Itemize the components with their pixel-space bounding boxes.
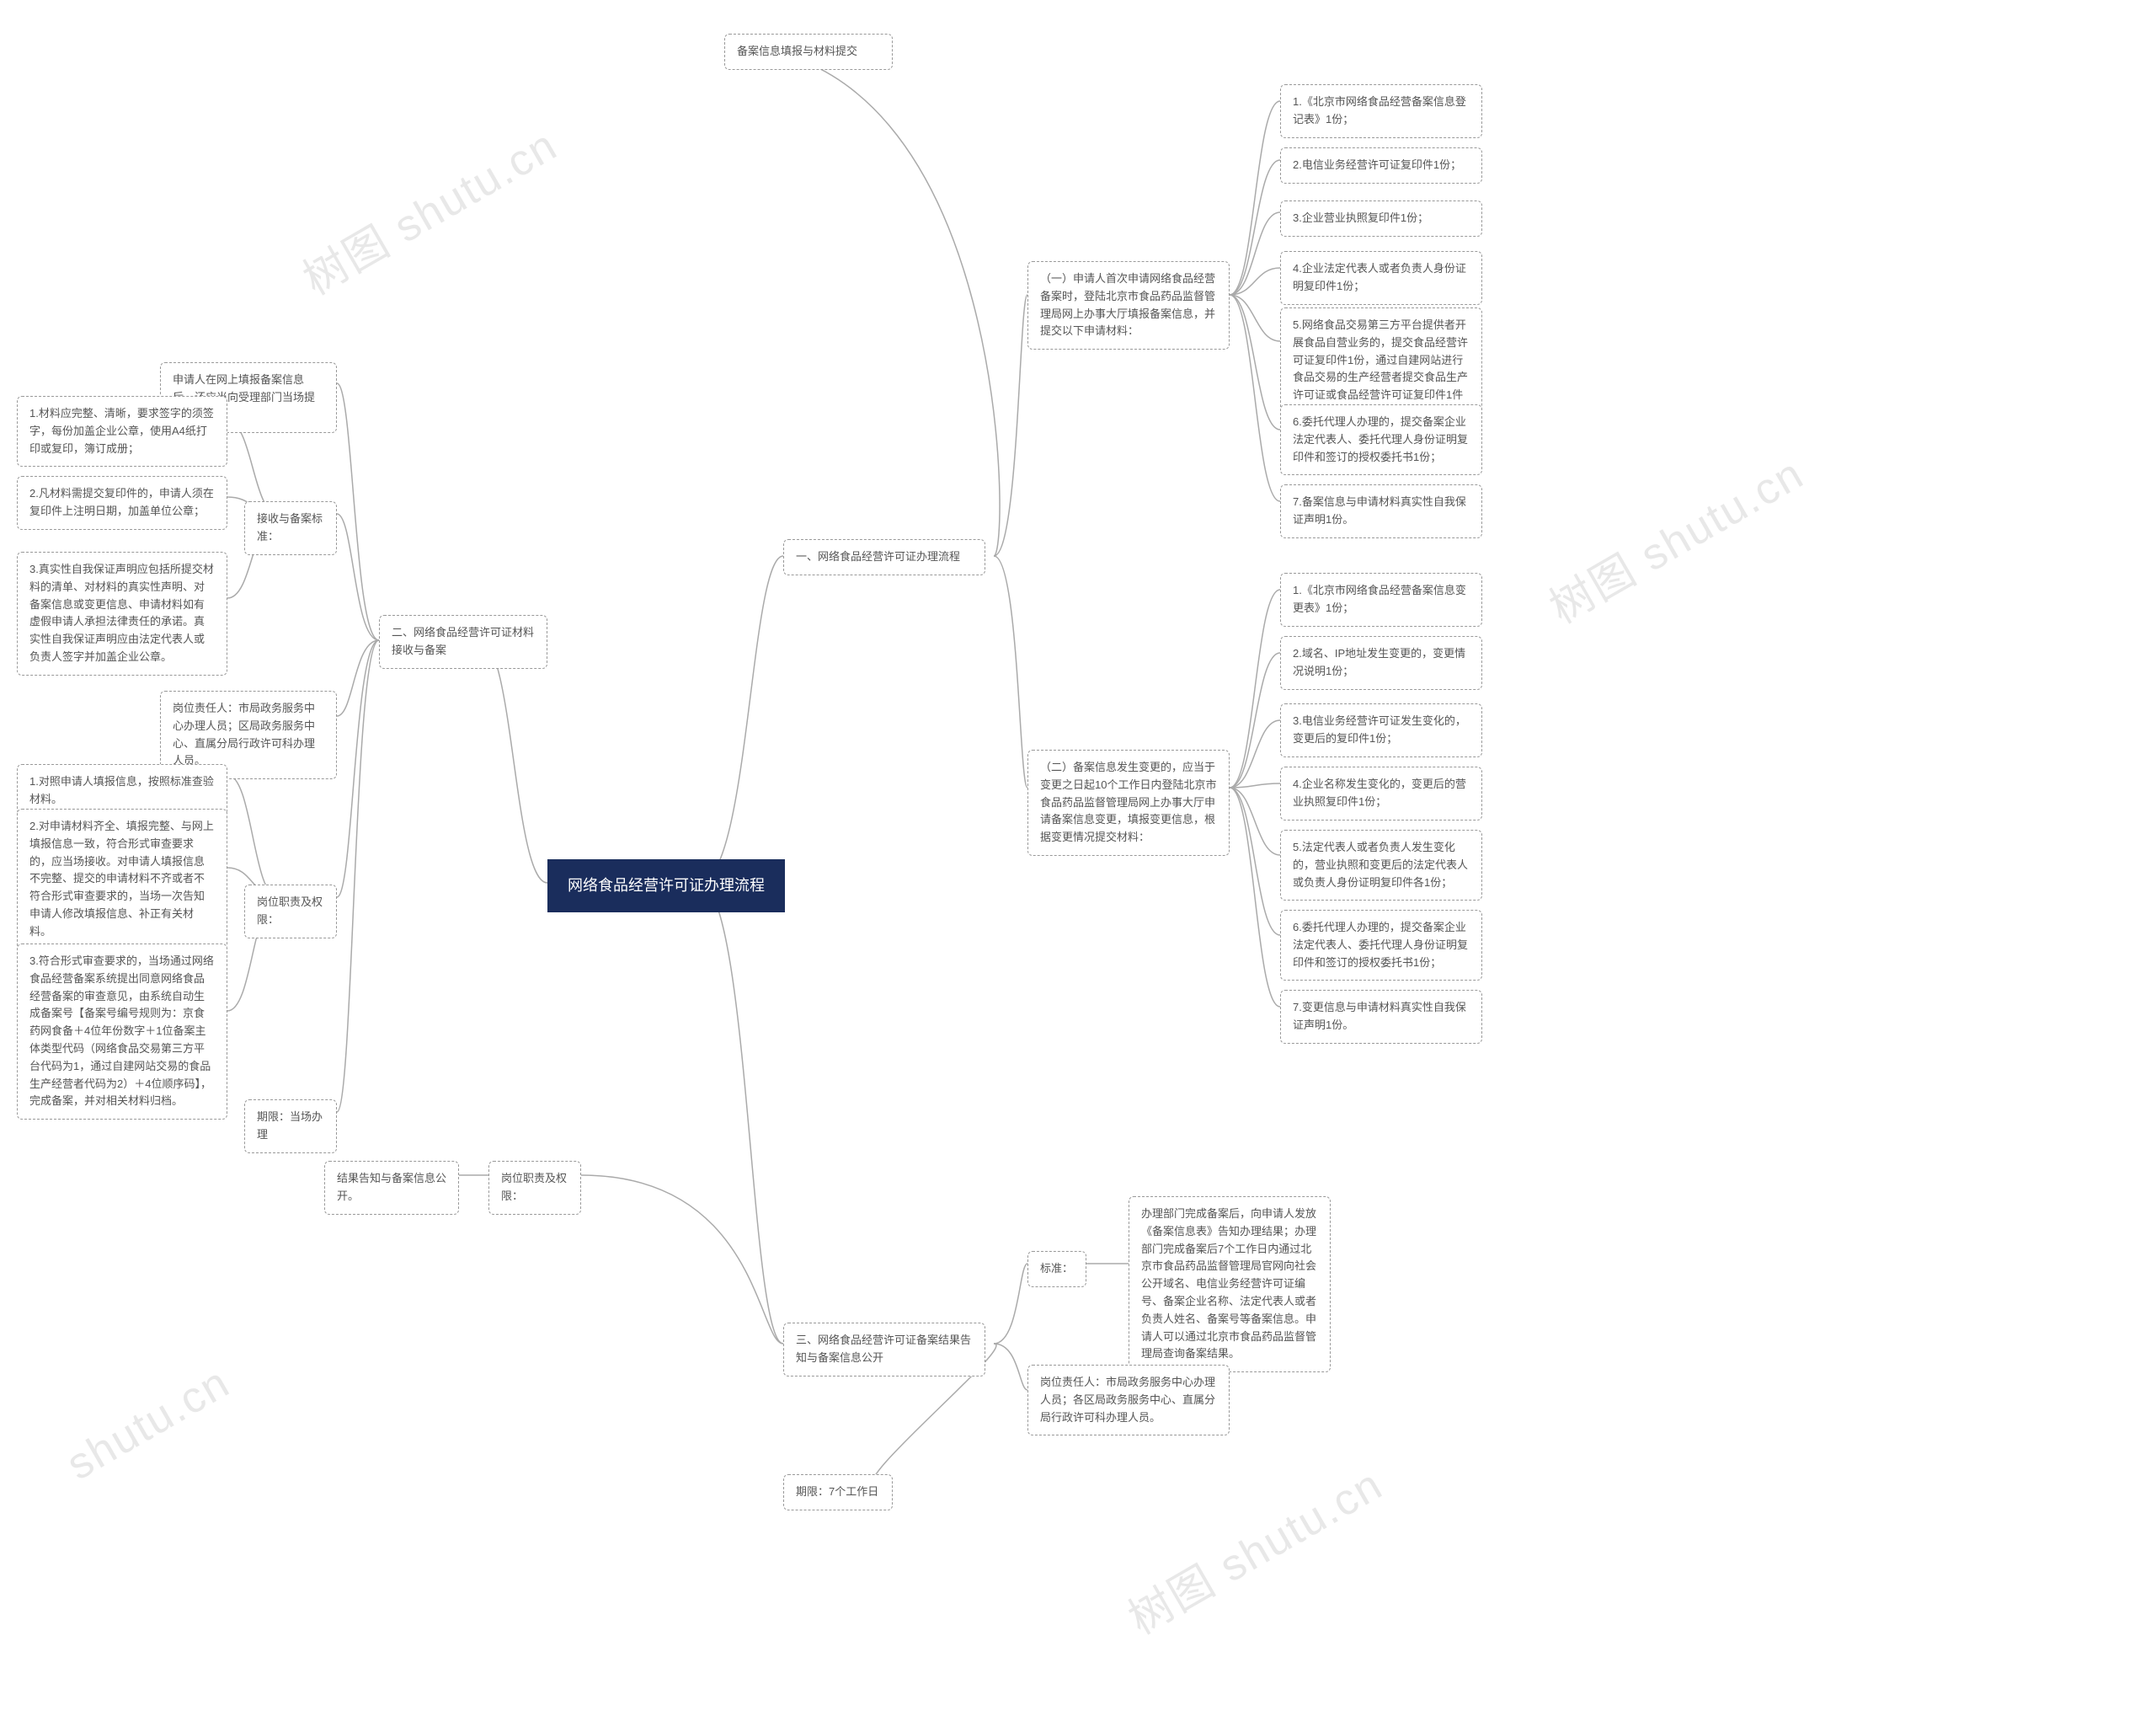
node-b3-4: 期限：7个工作日 bbox=[783, 1474, 893, 1510]
node-b1-2-item: 3.企业营业执照复印件1份； bbox=[1280, 200, 1482, 237]
node-b3-3: 岗位责任人：市局政务服务中心办理人员；各区局政务服务中心、直属分局行政许可科办理… bbox=[1027, 1365, 1230, 1435]
watermark: shutu.cn bbox=[58, 1357, 238, 1490]
node-b1-3-item: 1.《北京市网络食品经营备案信息变更表》1份； bbox=[1280, 573, 1482, 627]
node-b1-1: 备案信息填报与材料提交 bbox=[724, 34, 893, 70]
node-b1-3-item: 7.变更信息与申请材料真实性自我保证声明1份。 bbox=[1280, 990, 1482, 1044]
node-b1-3-item: 4.企业名称发生变化的，变更后的营业执照复印件1份； bbox=[1280, 767, 1482, 821]
mindmap-container: 树图 shutu.cn 树图 shutu.cn shutu.cn 树图 shut… bbox=[0, 0, 2156, 1732]
node-b1-2-item: 6.委托代理人办理的，提交备案企业法定代表人、委托代理人身份证明复印件和签订的授… bbox=[1280, 404, 1482, 475]
node-b1-3: （二）备案信息发生变更的，应当于变更之日起10个工作日内登陆北京市食品药品监督管… bbox=[1027, 750, 1230, 856]
node-b3-1-extra: 结果告知与备案信息公开。 bbox=[324, 1161, 459, 1215]
node-b1-2-item: 2.电信业务经营许可证复印件1份； bbox=[1280, 147, 1482, 184]
branch-3: 三、网络食品经营许可证备案结果告知与备案信息公开 bbox=[783, 1323, 985, 1377]
branch-1-title: 一、网络食品经营许可证办理流程 bbox=[796, 550, 960, 563]
node-b1-3-item: 6.委托代理人办理的，提交备案企业法定代表人、委托代理人身份证明复印件和签订的授… bbox=[1280, 910, 1482, 981]
node-b1-3-item: 2.域名、IP地址发生变更的，变更情况说明1份； bbox=[1280, 636, 1482, 690]
watermark: 树图 shutu.cn bbox=[1536, 439, 1813, 635]
root-node: 网络食品经营许可证办理流程 bbox=[547, 859, 785, 912]
node-b1-2-item: 5.网络食品交易第三方平台提供者开展食品自营业务的，提交食品经营许可证复印件1份… bbox=[1280, 307, 1482, 414]
node-b3-1: 岗位职责及权限： bbox=[488, 1161, 581, 1215]
root-title: 网络食品经营许可证办理流程 bbox=[568, 877, 765, 894]
watermark: 树图 shutu.cn bbox=[290, 110, 567, 307]
node-b1-2-item: 4.企业法定代表人或者负责人身份证明复印件1份； bbox=[1280, 251, 1482, 305]
node-b2-2-item: 1.材料应完整、清晰，要求签字的须签字，每份加盖企业公章，使用A4纸打印或复印，… bbox=[17, 396, 227, 467]
node-b1-3-item: 3.电信业务经营许可证发生变化的，变更后的复印件1份； bbox=[1280, 703, 1482, 757]
node-b2-2-item: 3.真实性自我保证声明应包括所提交材料的清单、对材料的真实性声明、对备案信息或变… bbox=[17, 552, 227, 676]
node-b2-2-item: 2.凡材料需提交复印件的，申请人须在复印件上注明日期，加盖单位公章； bbox=[17, 476, 227, 530]
node-b3-2-extra: 办理部门完成备案后，向申请人发放《备案信息表》告知办理结果；办理部门完成备案后7… bbox=[1129, 1196, 1331, 1372]
node-b1-2: （一）申请人首次申请网络食品经营备案时，登陆北京市食品药品监督管理局网上办事大厅… bbox=[1027, 261, 1230, 350]
branch-2-title: 二、网络食品经营许可证材料接收与备案 bbox=[392, 626, 534, 656]
branch-2: 二、网络食品经营许可证材料接收与备案 bbox=[379, 615, 547, 669]
node-b1-2-item: 7.备案信息与申请材料真实性自我保证声明1份。 bbox=[1280, 484, 1482, 538]
node-b3-2: 标准： bbox=[1027, 1251, 1086, 1287]
branch-3-title: 三、网络食品经营许可证备案结果告知与备案信息公开 bbox=[796, 1334, 971, 1364]
watermark: 树图 shutu.cn bbox=[1115, 1450, 1392, 1646]
node-b2-4-item: 2.对申请材料齐全、填报完整、与网上填报信息一致，符合形式审查要求的，应当场接收… bbox=[17, 809, 227, 950]
connector-lines bbox=[0, 0, 2156, 1732]
node-b1-3-item: 5.法定代表人或者负责人发生变化的，营业执照和变更后的法定代表人或负责人身份证明… bbox=[1280, 830, 1482, 901]
node-b2-4-item: 3.符合形式审查要求的，当场通过网络食品经营备案系统提出同意网络食品经营备案的审… bbox=[17, 944, 227, 1120]
node-b2-5: 期限：当场办理 bbox=[244, 1099, 337, 1153]
node-b2-2: 接收与备案标准： bbox=[244, 501, 337, 555]
node-b2-4: 岗位职责及权限： bbox=[244, 885, 337, 938]
node-b1-2-item: 1.《北京市网络食品经营备案信息登记表》1份； bbox=[1280, 84, 1482, 138]
branch-1: 一、网络食品经营许可证办理流程 bbox=[783, 539, 985, 575]
